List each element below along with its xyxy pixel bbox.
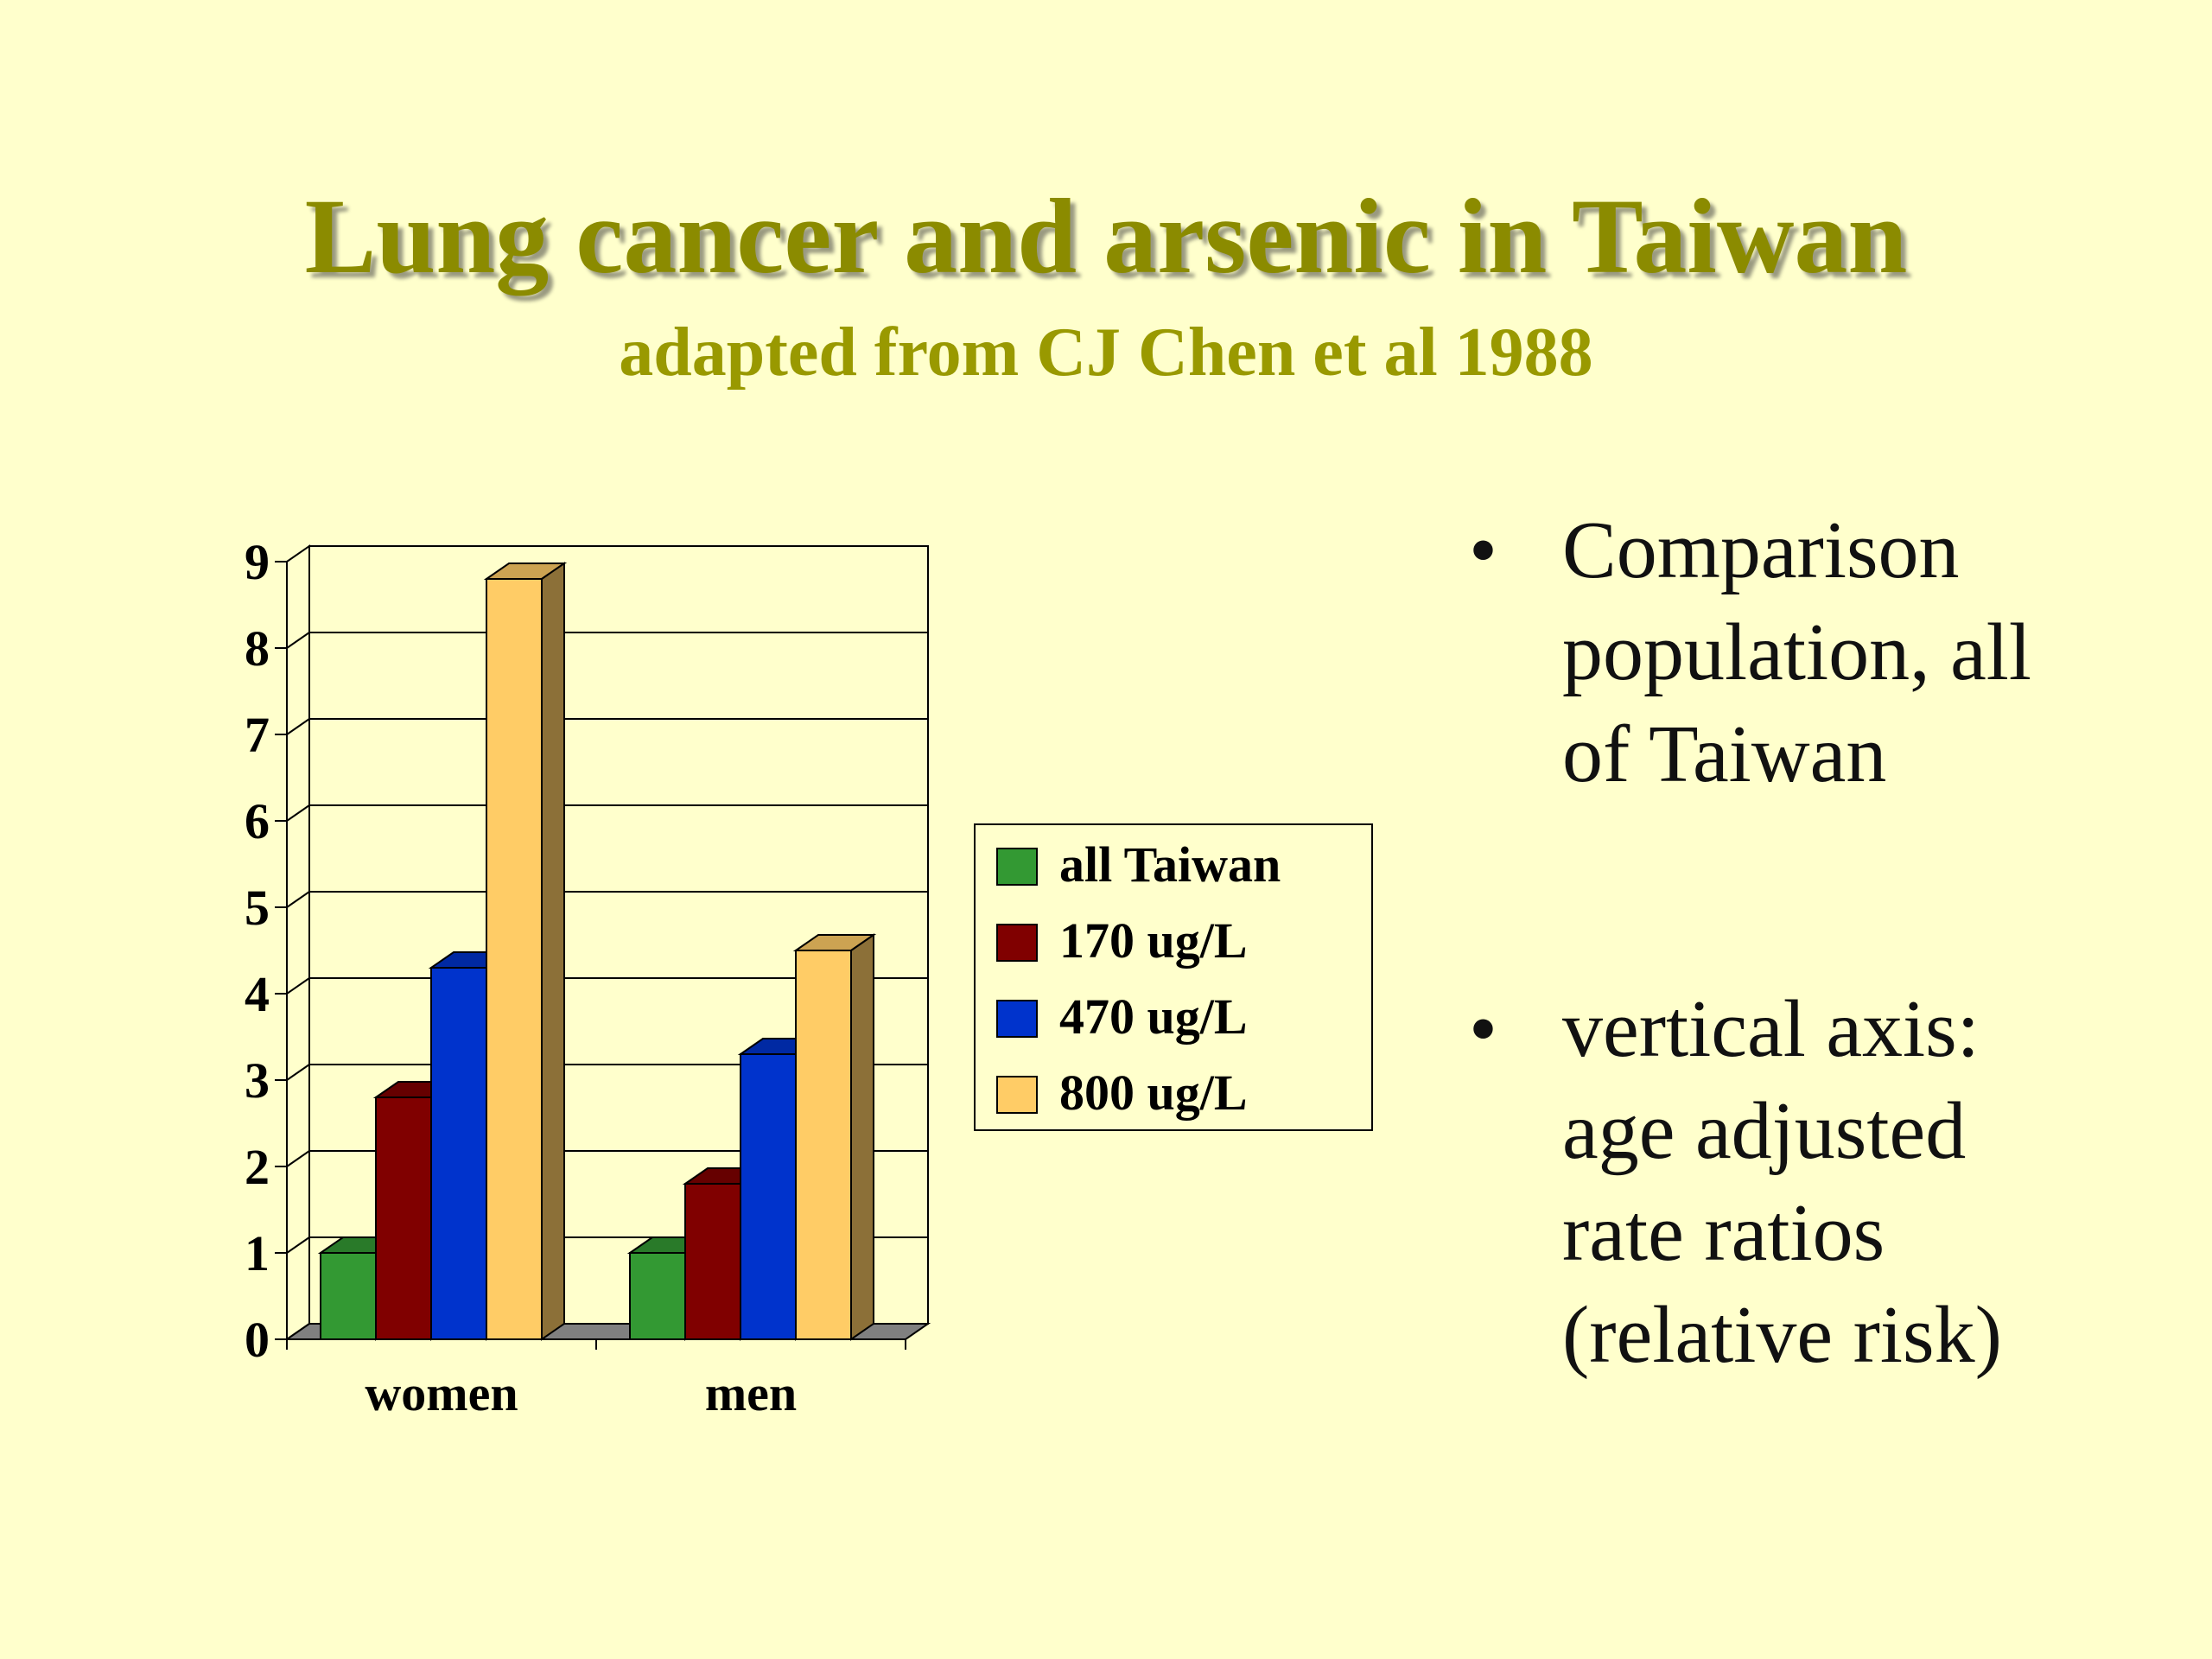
legend-swatch <box>996 1076 1038 1114</box>
bar-front <box>629 1252 686 1340</box>
legend-label: 470 ug/L <box>1059 988 1248 1045</box>
legend-swatch <box>996 848 1038 886</box>
bar-front <box>375 1096 432 1340</box>
gridline-side <box>286 1064 310 1081</box>
bullet-item-comparison: • Comparison population, all of Taiwan <box>1469 499 2177 805</box>
y-tick-label: 9 <box>245 534 270 590</box>
bullet-dot-icon: • <box>1469 505 1497 595</box>
bar-front <box>795 950 852 1340</box>
y-tick-label: 6 <box>245 793 270 849</box>
slide-subtitle: adapted from CJ Chen et al 1988 <box>619 315 1593 391</box>
y-tick-label: 2 <box>245 1139 270 1195</box>
bar-front <box>486 578 543 1340</box>
legend-label: 800 ug/L <box>1059 1065 1248 1121</box>
y-tick-label: 5 <box>245 880 270 936</box>
gridline-side <box>286 891 310 908</box>
x-category-label: men <box>705 1365 797 1421</box>
bar-front <box>430 967 487 1340</box>
bar-front <box>684 1183 741 1340</box>
bullet-text: vertical axis: age adjusted rate ratios … <box>1562 984 2002 1380</box>
x-category-label: women <box>365 1365 518 1421</box>
legend-box <box>974 823 1373 1131</box>
gridline-side <box>286 977 310 995</box>
y-tick-label: 8 <box>245 620 270 677</box>
bullet-text: Comparison population, all of Taiwan <box>1562 505 2032 799</box>
bullet-list: • Comparison population, all of Taiwan •… <box>1469 499 2177 1386</box>
legend-swatch <box>996 924 1038 962</box>
slide-title: Lung cancer and arsenic in Taiwan <box>304 177 1908 296</box>
bullet-dot-icon: • <box>1469 984 1497 1074</box>
bar-front <box>320 1252 377 1340</box>
gridline-side <box>286 1236 310 1254</box>
bar-side <box>850 933 874 1341</box>
gridline-side <box>286 632 310 649</box>
bar-side <box>541 562 565 1341</box>
y-tick-label: 0 <box>245 1312 270 1368</box>
bar-front <box>740 1053 797 1340</box>
legend-swatch <box>996 1000 1038 1038</box>
bullet-item-axis: • vertical axis: age adjusted rate ratio… <box>1469 978 2177 1386</box>
gridline-side <box>286 718 310 735</box>
y-tick-label: 1 <box>245 1225 270 1281</box>
y-tick-label: 4 <box>245 966 270 1022</box>
y-tick-label: 7 <box>245 707 270 763</box>
chart-side-wall <box>286 544 310 1341</box>
y-tick-label: 3 <box>245 1052 270 1109</box>
legend-label: 170 ug/L <box>1059 912 1248 969</box>
gridline-side <box>286 804 310 822</box>
gridline-side <box>286 1150 310 1167</box>
legend-label: all Taiwan <box>1059 836 1281 893</box>
